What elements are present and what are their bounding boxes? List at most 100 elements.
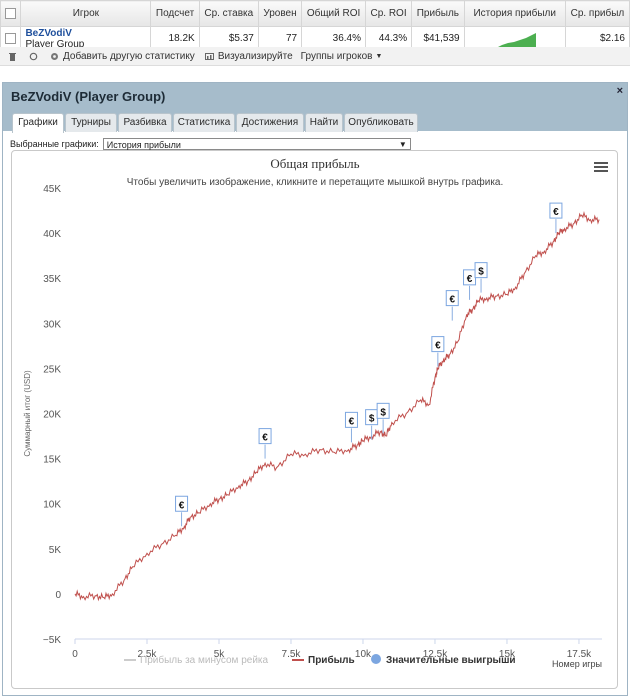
x-tick-label: 15k [499,649,516,660]
avg-profit-cell: $2.16 [564,26,630,51]
big-win-symbol: € [435,341,441,352]
col-avg-profit[interactable]: Ср. прибыл [564,0,630,27]
chart-select[interactable]: История прибыли ▼ [102,138,411,150]
chart-selector-row: Выбранные графики: История прибыли ▼ [10,138,411,150]
refresh-icon [29,52,38,60]
avg-roi-cell: 44.3% [364,26,413,51]
y-tick-label: 10K [43,500,61,511]
table-header-row: Игрок Подсчет Ср. ставка Уровен Общий RO… [0,0,630,27]
tab-publish[interactable]: Опубликовать [344,113,418,132]
col-level[interactable]: Уровен [257,0,303,27]
delete-button[interactable] [8,52,21,61]
y-tick-label: 40K [43,229,61,240]
tab-statistics[interactable]: Статистика [173,113,235,132]
big-win-symbol: € [449,295,455,306]
chart-subtitle: Чтобы увеличить изображение, кликните и … [127,176,504,188]
add-stats-button[interactable]: Добавить другую статистику [50,51,195,62]
menu-icon[interactable] [594,162,608,172]
big-win-flag[interactable] [258,428,272,445]
player-group: Player Group [25,38,85,50]
big-win-symbol: $ [478,267,484,278]
add-stats-label: Добавить другую статистику [63,50,195,62]
settings-icon [51,52,58,60]
big-win-flag[interactable] [376,402,390,419]
player-groups-label: Группы игроков [300,50,373,62]
x-tick-label: 2.5k [138,649,158,660]
col-profit[interactable]: Прибыль [411,0,465,27]
player-groups-dropdown[interactable]: Группы игроков ▼ [301,51,383,62]
x-tick-label: 10k [355,649,372,660]
stats-table: Игрок Подсчет Ср. ставка Уровен Общий RO… [0,0,630,51]
col-total-roi[interactable]: Общий ROI [301,0,366,27]
tab-achievements[interactable]: Достижения [236,113,304,132]
big-win-symbol: € [179,500,185,511]
x-tick-label: 7.5k [282,649,302,660]
big-win-flag[interactable] [549,202,563,219]
row-checkbox[interactable] [0,26,22,51]
big-win-symbol: € [553,207,559,218]
big-win-symbol: $ [380,407,386,418]
tab-charts[interactable]: Графики [12,113,64,133]
chart-icon [204,52,214,60]
profit-line [74,210,600,602]
select-all-checkbox[interactable] [0,0,22,27]
col-player[interactable]: Игрок [20,0,152,27]
close-icon[interactable]: × [616,85,623,97]
x-tick-label: 0 [72,649,78,660]
panel-title: BeZVodiV (Player Group) [11,89,166,104]
big-win-flag[interactable] [344,411,358,428]
big-win-symbol: € [467,274,473,285]
panel-header: BeZVodiV (Player Group) × [3,83,627,111]
col-avg-roi[interactable]: Ср. ROI [364,0,413,27]
legend-wins-label[interactable]: Значительные выигрыши [386,655,516,666]
x-tick-label: 17.5k [567,649,592,660]
y-tick-label: 0 [55,590,61,601]
visualize-label: Визуализируйте [217,50,293,62]
y-axis-label: Суммарный итог (USD) [23,370,32,457]
col-avg-stake[interactable]: Ср. ставка [198,0,259,27]
trash-icon [9,52,16,61]
legend-rake-label[interactable]: Прибыль за минусом рейка [140,654,269,666]
big-win-flag[interactable] [445,290,459,307]
legend-profit-label[interactable]: Прибыль [308,654,355,666]
profit-chart[interactable]: Общая прибыль Чтобы увеличить изображение… [12,151,617,688]
avg-stake-cell: $5.37 [198,26,259,51]
tab-breakdown[interactable]: Разбивка [118,113,172,132]
refresh-button[interactable] [29,52,42,61]
big-win-flag[interactable] [474,262,488,279]
x-tick-label: 12.5k [423,649,448,660]
big-win-symbol: $ [369,414,375,425]
y-tick-label: 30K [43,319,61,330]
y-tick-label: 45K [43,184,61,195]
profit-cell: $41,539 [411,26,465,51]
y-tick-label: 5K [49,545,62,556]
chart-container[interactable]: Общая прибыль Чтобы увеличить изображение… [11,150,618,689]
big-win-flag[interactable] [431,336,445,353]
y-tick-label: −5K [43,635,61,646]
y-tick-label: 25K [43,364,61,375]
col-count[interactable]: Подсчет [150,0,200,27]
x-tick-label: 5k [214,649,226,660]
y-tick-label: 20K [43,410,61,421]
selector-label: Выбранные графики: [10,139,99,149]
chart-title: Общая прибыль [270,156,359,171]
chevron-down-icon: ▼ [375,52,383,60]
tab-tournaments[interactable]: Турниры [65,113,117,132]
chevron-down-icon: ▼ [398,140,407,149]
big-win-symbol: € [262,433,268,444]
y-tick-label: 15K [43,455,61,466]
col-profit-history[interactable]: История прибыли [463,0,566,27]
x-axis-label: Номер игры [552,659,602,669]
legend-wins-marker [371,654,381,664]
tab-find[interactable]: Найти [305,113,343,132]
player-name[interactable]: BeZVodiV [25,27,72,39]
y-tick-label: 35K [43,274,61,285]
big-win-symbol: € [349,416,355,427]
tab-bar: Графики Турниры Разбивка Статистика Дост… [3,111,627,133]
toolbar: Добавить другую статистику Визуализируйт… [0,47,630,66]
chart-select-value: История прибыли [106,140,181,150]
big-win-flag[interactable] [175,495,189,512]
player-panel: BeZVodiV (Player Group) × Графики Турнир… [2,82,628,696]
table-row[interactable]: BeZVodiV Player Group 18.2K $5.37 77 36.… [0,26,630,51]
visualize-button[interactable]: Визуализируйте [204,50,293,62]
